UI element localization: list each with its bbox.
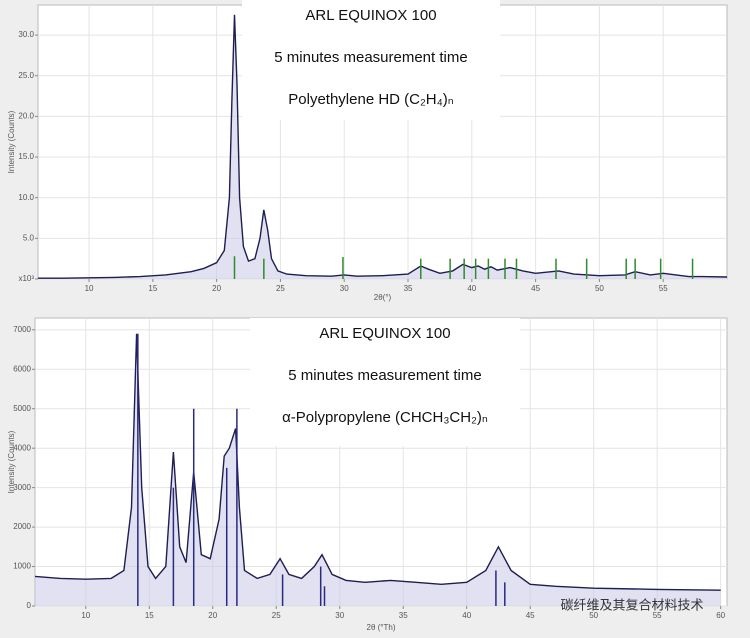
y-tick-label: 20.0	[18, 111, 34, 120]
y-tick-label: 10.0	[18, 193, 34, 202]
line	[34, 333, 721, 591]
y-tick-label: 30.0	[18, 30, 34, 39]
x-tick-label: 50	[595, 284, 604, 293]
x-tick-label: 30	[335, 611, 344, 620]
x-tick-label: 20	[212, 284, 221, 293]
annotation: ARL EQUINOX 100	[319, 325, 450, 342]
x-tick-label: 40	[467, 284, 476, 293]
y-tick-label: 5000	[13, 404, 31, 413]
x-tick-label: 60	[716, 611, 725, 620]
y-axis-label: Intensity (Counts)	[7, 430, 16, 493]
y-axis-label: Intensity (Counts)	[7, 110, 16, 173]
x-tick-label: 30	[340, 284, 349, 293]
line	[38, 14, 728, 279]
x-tick-label: 15	[145, 611, 154, 620]
annotation-box	[242, 0, 500, 120]
x-axis-label: 2θ (°Th)	[367, 623, 396, 632]
y-tick-label: 7000	[13, 325, 31, 334]
y-tick-label: 4000	[13, 443, 31, 452]
x-tick-label: 35	[404, 284, 413, 293]
annotation: Polyethylene HD (C₂H₄)ₙ	[288, 91, 453, 108]
x-tick-label: 25	[272, 611, 281, 620]
y-tick-label: x10³	[18, 274, 34, 283]
y-tick-label: 6000	[13, 364, 31, 373]
x-tick-label: 45	[526, 611, 535, 620]
x-tick-label: 40	[462, 611, 471, 620]
watermark: 碳纤维及其复合材料技术	[560, 597, 703, 612]
x-tick-label: 20	[208, 611, 217, 620]
x-tick-label: 50	[589, 611, 598, 620]
x-tick-label: 35	[399, 611, 408, 620]
x-tick-label: 10	[85, 284, 94, 293]
y-tick-label: 15.0	[18, 152, 34, 161]
y-tick-label: 0	[27, 601, 32, 610]
y-tick-label: 1000	[13, 562, 31, 571]
x-tick-label: 45	[531, 284, 540, 293]
x-tick-label: 25	[276, 284, 285, 293]
x-tick-label: 10	[81, 611, 90, 620]
annotation: 5 minutes measurement time	[274, 49, 467, 66]
x-tick-label: 55	[653, 611, 662, 620]
annotation-box	[250, 318, 520, 446]
x-axis-label: 2θ(°)	[374, 293, 392, 302]
annotation: 5 minutes measurement time	[288, 367, 481, 384]
y-tick-label: 25.0	[18, 71, 34, 80]
annotation: ARL EQUINOX 100	[305, 7, 436, 24]
y-tick-label: 3000	[13, 483, 31, 492]
x-tick-label: 15	[148, 284, 157, 293]
y-tick-label: 2000	[13, 522, 31, 531]
annotation: α-Polypropylene (CHCH₃CH₂)ₙ	[282, 409, 488, 426]
x-tick-label: 55	[659, 284, 668, 293]
y-tick-label: 5.0	[23, 233, 35, 242]
